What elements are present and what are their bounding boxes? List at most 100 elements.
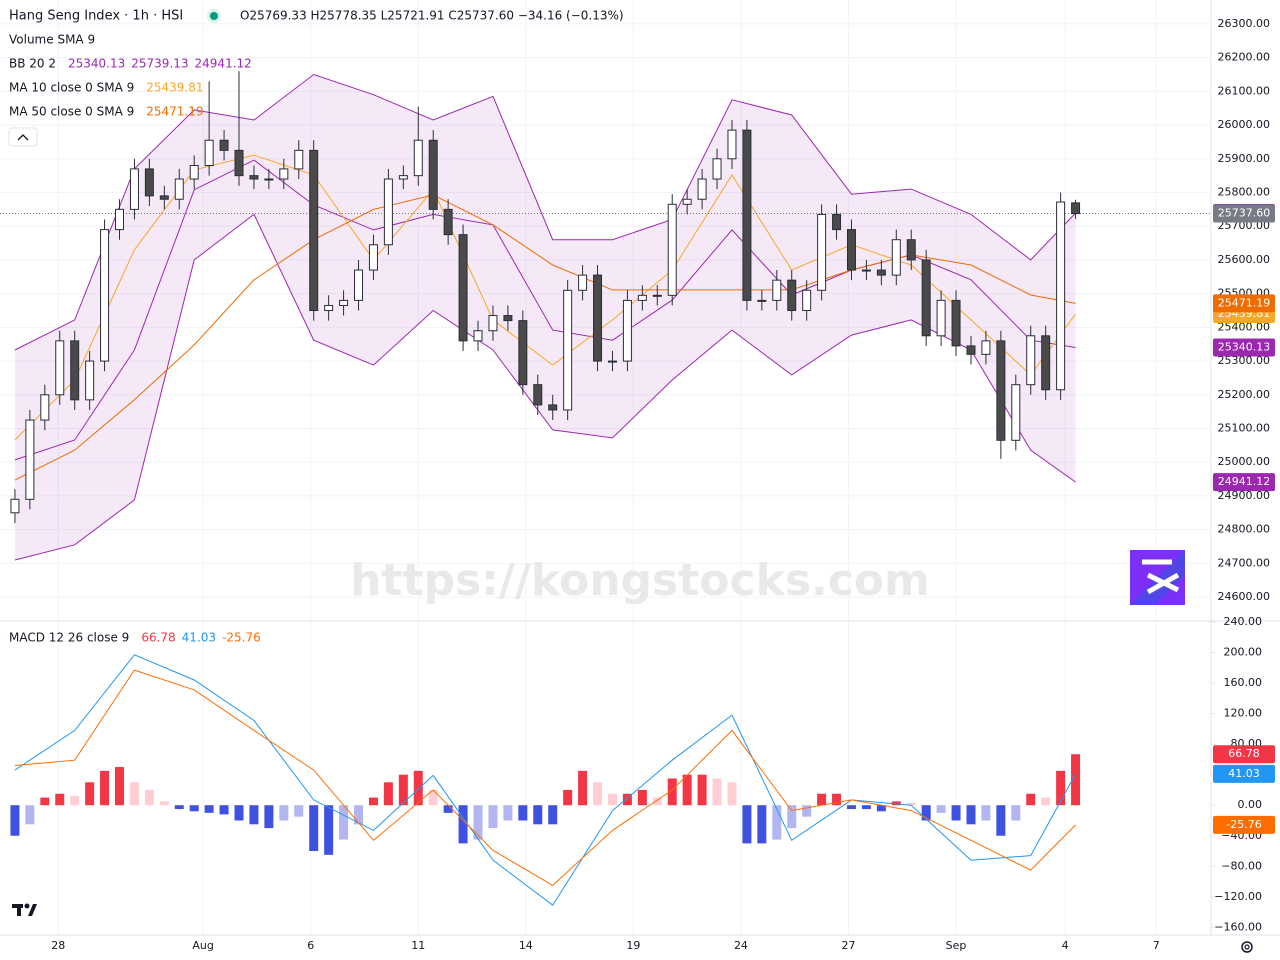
legend-label: BB 20 2 bbox=[9, 57, 56, 71]
legend-label: MACD 12 26 close 9 bbox=[9, 631, 129, 645]
histogram-bar bbox=[413, 770, 423, 806]
histogram-bar bbox=[368, 797, 378, 806]
histogram-bar bbox=[339, 805, 349, 840]
histogram-bar bbox=[1026, 793, 1036, 806]
candle-body bbox=[129, 168, 139, 210]
price-badge-label: 41.03 bbox=[1228, 767, 1260, 780]
histogram-bar bbox=[55, 793, 65, 806]
price-badge bbox=[1213, 338, 1275, 357]
candle-body bbox=[413, 139, 423, 177]
y-tick-label: 26300.00 bbox=[1218, 17, 1271, 30]
histogram-bar bbox=[294, 805, 304, 817]
candle-body bbox=[966, 345, 976, 355]
candle-body bbox=[712, 158, 722, 180]
y-tick-label: 24800.00 bbox=[1218, 523, 1271, 536]
candle-body bbox=[906, 239, 916, 261]
candle-body bbox=[144, 168, 154, 197]
histogram-bar bbox=[85, 782, 95, 806]
legend-value: 25439.81 bbox=[146, 81, 203, 95]
histogram-bar bbox=[1071, 754, 1081, 806]
status-dot bbox=[210, 12, 218, 20]
histogram-bar bbox=[159, 801, 169, 806]
candle-body bbox=[234, 149, 244, 177]
histogram-bar bbox=[936, 805, 946, 813]
candle-body bbox=[876, 269, 886, 276]
histogram-bar bbox=[219, 805, 229, 815]
y-tick-label: 240.00 bbox=[1224, 615, 1263, 628]
histogram-bar bbox=[637, 789, 647, 806]
histogram-bar bbox=[1041, 797, 1051, 806]
price-badge-label: -25.76 bbox=[1226, 818, 1261, 831]
histogram-bar bbox=[174, 805, 184, 810]
candle-body bbox=[802, 289, 812, 312]
candle-body bbox=[742, 129, 752, 301]
legend-value: 25340.13 bbox=[68, 57, 125, 71]
candle-body bbox=[637, 294, 647, 301]
candle-body bbox=[846, 229, 856, 271]
histogram-bar bbox=[876, 805, 886, 812]
candle-body bbox=[264, 178, 274, 181]
y-tick-label: 25100.00 bbox=[1218, 422, 1271, 435]
gear-hub bbox=[1244, 944, 1250, 950]
y-tick-label: 24900.00 bbox=[1218, 489, 1271, 502]
histogram-bar bbox=[832, 793, 842, 806]
line bbox=[14, 654, 1077, 906]
candle-body bbox=[294, 149, 304, 170]
gear[interactable] bbox=[1241, 941, 1253, 953]
candle-body bbox=[488, 315, 498, 332]
x-tick-label: 19 bbox=[626, 939, 640, 952]
histogram-bar bbox=[622, 793, 632, 806]
histogram-bar bbox=[40, 797, 50, 806]
candle-body bbox=[787, 279, 797, 312]
y-tick-label: 25300.00 bbox=[1218, 354, 1271, 367]
candle-body bbox=[473, 330, 483, 342]
candle-body bbox=[1071, 202, 1081, 215]
candle-body bbox=[891, 239, 901, 276]
logo-part bbox=[28, 904, 37, 916]
histogram-bar bbox=[473, 805, 483, 840]
candle-body bbox=[518, 320, 528, 386]
settings-icon[interactable] bbox=[1241, 941, 1253, 953]
y-tick-label: 24600.00 bbox=[1218, 590, 1271, 603]
collapse-button[interactable] bbox=[8, 127, 38, 147]
price-badge-label: 66.78 bbox=[1228, 747, 1260, 760]
price-badge-label: 24941.12 bbox=[1218, 475, 1271, 488]
histogram-bar bbox=[189, 805, 199, 812]
candle-body bbox=[1026, 335, 1036, 386]
histogram-bar bbox=[1011, 805, 1021, 821]
candle-body bbox=[428, 139, 438, 210]
histogram-bar bbox=[234, 805, 244, 821]
candle-body bbox=[503, 315, 513, 322]
candle-body bbox=[861, 269, 871, 272]
histogram-bar bbox=[264, 805, 274, 829]
histogram-bar bbox=[682, 774, 692, 806]
y-tick-label: 24700.00 bbox=[1218, 556, 1271, 569]
candle-body bbox=[309, 149, 319, 312]
candle-body bbox=[593, 274, 603, 362]
histogram-bar bbox=[458, 805, 468, 844]
x-tick-label: 28 bbox=[51, 939, 65, 952]
histogram-bar bbox=[697, 774, 707, 806]
candle-body bbox=[832, 213, 842, 231]
candle-body bbox=[368, 244, 378, 271]
histogram-bar bbox=[906, 802, 916, 806]
y-tick-label: 26000.00 bbox=[1218, 118, 1271, 131]
chart-title: Hang Seng Index · 1h · HSI bbox=[9, 9, 183, 24]
histogram-bar bbox=[144, 789, 154, 806]
logo-glyph bbox=[1142, 559, 1180, 595]
candle-body bbox=[727, 129, 737, 160]
y-tick-label: 25000.00 bbox=[1218, 455, 1271, 468]
candle-body bbox=[174, 178, 184, 200]
candle-body bbox=[40, 394, 50, 421]
candle-body bbox=[772, 279, 782, 301]
histogram-bar bbox=[354, 805, 364, 825]
x-tick-label: Sep bbox=[946, 939, 967, 952]
histogram-bar bbox=[593, 782, 603, 806]
candle-body bbox=[1041, 335, 1051, 391]
histogram-bar bbox=[398, 774, 408, 806]
candle-body bbox=[219, 139, 229, 151]
candle-body bbox=[1011, 384, 1021, 441]
candle-body bbox=[458, 234, 468, 342]
axes: 26300.00 26200.00 26100.00 26000.00 25900.00… bbox=[51, 17, 1275, 952]
legend: Hang Seng Index · 1h · HSI O25769.33 H25… bbox=[8, 9, 624, 645]
